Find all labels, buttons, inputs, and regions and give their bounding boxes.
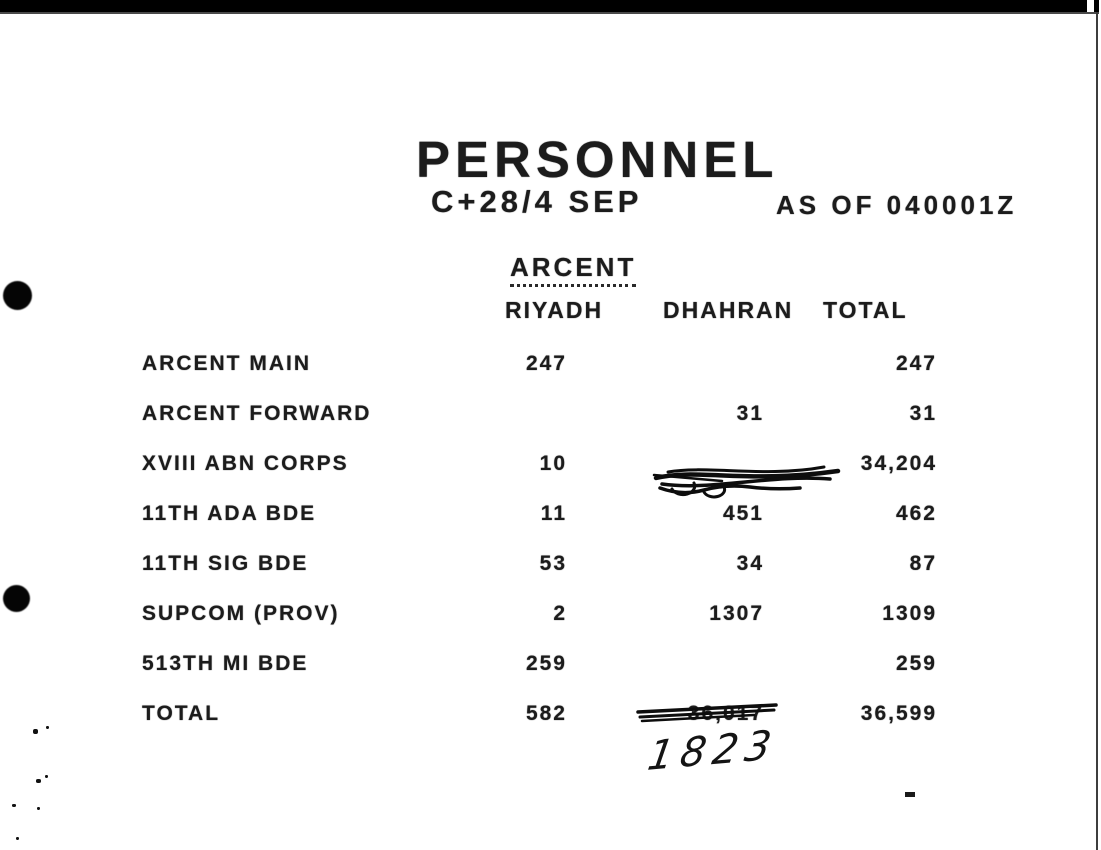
riyadh-value: 10 (539, 452, 567, 475)
total-value: 87 (909, 552, 937, 575)
dhahran-value: 1307 (709, 602, 764, 625)
total-value: 462 (895, 502, 937, 525)
total-value: 1309 (882, 602, 937, 625)
pen-scribble-overlay (652, 465, 841, 499)
total-value: 31 (909, 402, 937, 425)
riyadh-value (472, 402, 567, 452)
row-label: TOTAL (142, 702, 221, 725)
row-label: 11TH ADA BDE (142, 502, 317, 525)
dhahran-value: 451 (722, 502, 764, 525)
row-label: ARCENT MAIN (142, 352, 311, 375)
photocopy-speck (45, 775, 48, 778)
hole-punch-mark (3, 585, 30, 612)
total-value: 36,599 (860, 702, 937, 725)
riyadh-value: 11 (540, 502, 567, 525)
photocopy-speck (46, 726, 49, 729)
riyadh-value: 2 (553, 602, 567, 625)
scan-artifact-top-bar (0, 0, 1099, 14)
pen-dash-mark (905, 792, 915, 797)
photocopy-speck (36, 779, 41, 783)
hole-punch-mark (3, 281, 32, 310)
row-label: SUPCOM (PROV) (142, 602, 340, 625)
riyadh-value: 247 (525, 352, 567, 375)
page-title: PERSONNEL (416, 131, 779, 188)
column-header-riyadh: RIYADH (505, 297, 604, 323)
row-label: ARCENT FORWARD (142, 402, 372, 425)
row-label: 513TH MI BDE (142, 652, 309, 675)
riyadh-value: 582 (525, 702, 567, 725)
total-value: 259 (895, 652, 937, 675)
dhahran-value (567, 652, 764, 702)
strike-through-overlay (636, 703, 778, 723)
riyadh-value: 53 (539, 552, 567, 575)
section-title-arcent: ARCENT (510, 252, 637, 287)
as-of-timestamp: AS OF 040001Z (776, 190, 1018, 220)
total-value: 34,204 (860, 452, 937, 475)
scan-artifact-notch (1087, 0, 1094, 12)
dhahran-value: 31 (736, 402, 764, 425)
photocopy-speck (37, 807, 40, 810)
column-header-total: TOTAL (823, 297, 908, 323)
dhahran-value: 34 (736, 552, 764, 575)
report-period-label: C+28/4 SEP (431, 184, 643, 219)
photocopy-speck (16, 837, 19, 840)
total-value: 247 (895, 352, 937, 375)
dhahran-value (567, 352, 764, 402)
scan-artifact-right-edge-line (1096, 12, 1098, 850)
row-label: 11TH SIG BDE (142, 552, 309, 575)
photocopy-speck (12, 804, 16, 807)
personnel-table: ARCENT MAIN 247 247 ARCENT FORWARD 31 31… (142, 352, 937, 752)
photocopy-speck (33, 729, 38, 734)
riyadh-value: 259 (525, 652, 567, 675)
row-label: XVIII ABN CORPS (142, 452, 349, 475)
column-header-dhahran: DHAHRAN (663, 297, 794, 323)
